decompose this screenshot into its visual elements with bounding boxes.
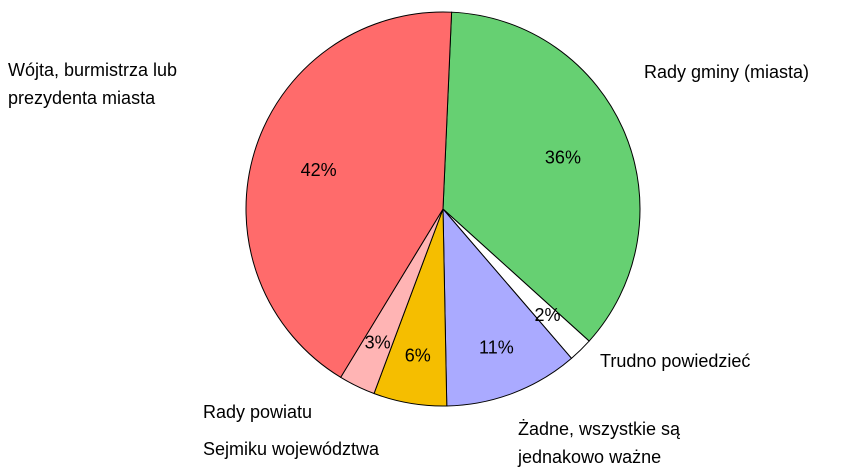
data-label: 11% [479, 338, 514, 358]
data-label: 36% [545, 148, 581, 168]
data-label: 2% [535, 305, 561, 325]
pie-slice [442, 11, 641, 342]
data-label: 3% [365, 332, 391, 352]
pie-slice [245, 11, 453, 379]
category-label: Rady gminy (miasta) [644, 62, 810, 82]
data-label: 42% [301, 160, 337, 180]
category-label: Sejmiku województwa [203, 439, 380, 459]
category-label: Żadne, wszystkie są jednakowo ważne [518, 419, 681, 467]
category-label: Trudno powiedzieć [600, 351, 751, 371]
category-label: Rady powiatu [203, 402, 313, 422]
category-label: Wójta, burmistrza lub prezydenta miasta [8, 60, 178, 108]
data-label: 6% [405, 345, 431, 365]
pie-slice [442, 207, 573, 407]
